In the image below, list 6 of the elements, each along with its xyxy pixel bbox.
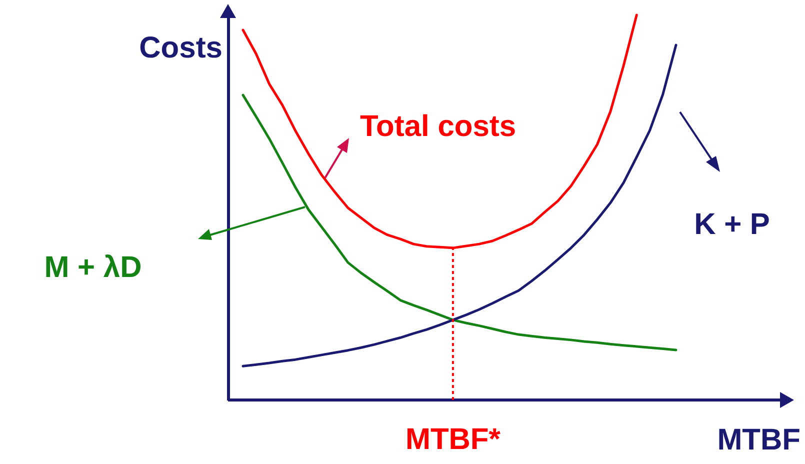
annotation: MTBF* — [405, 423, 501, 456]
text: K + P — [694, 208, 770, 241]
series-label: Total costs — [360, 110, 516, 143]
y-axis-title: Costs — [139, 32, 222, 64]
x-axis-title: MTBF — [717, 424, 800, 456]
text: M + λD — [44, 251, 142, 284]
